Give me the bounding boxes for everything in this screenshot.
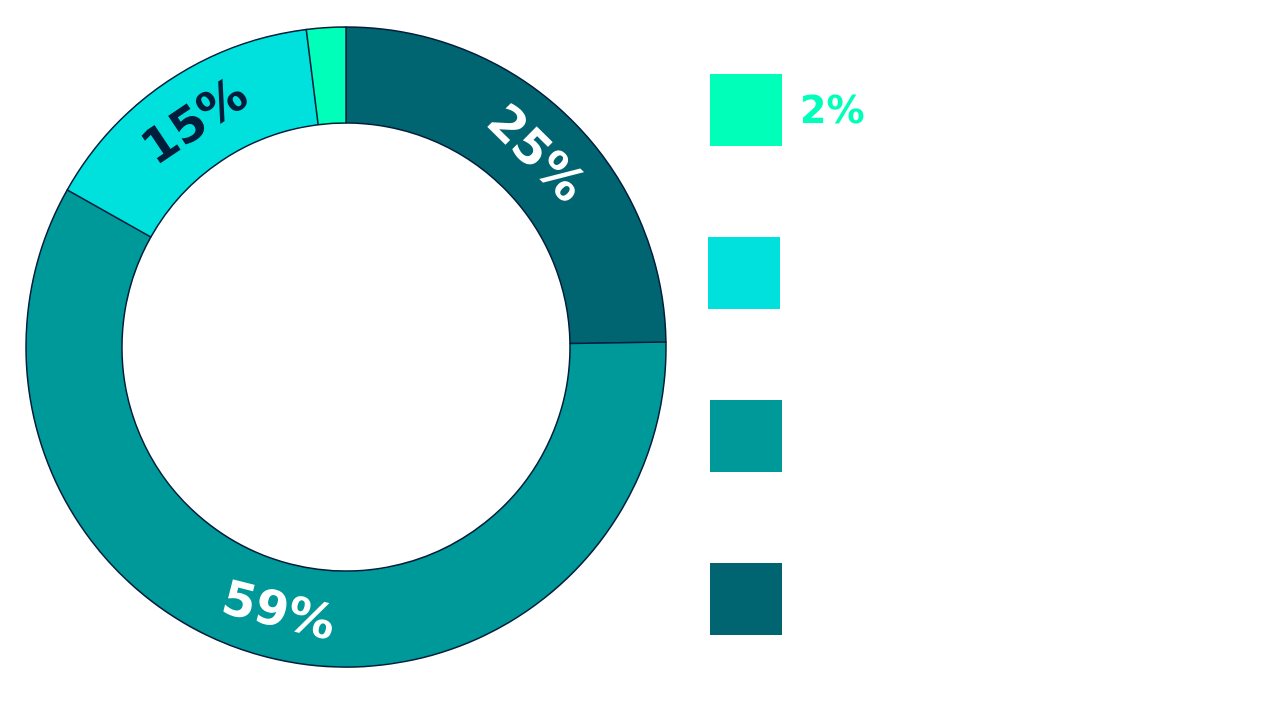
- legend-swatch-15-percent: [708, 237, 780, 309]
- donut-slice-59-percent: [25, 188, 667, 668]
- legend-swatch-59-percent: [710, 400, 782, 472]
- legend-label-2-percent: 2%: [800, 88, 865, 132]
- legend-swatch-2-percent: [710, 74, 782, 146]
- legend-swatch-25-percent: [710, 563, 782, 635]
- donut-slice-2-percent: [305, 26, 347, 126]
- donut-slice-25-percent: [345, 26, 667, 345]
